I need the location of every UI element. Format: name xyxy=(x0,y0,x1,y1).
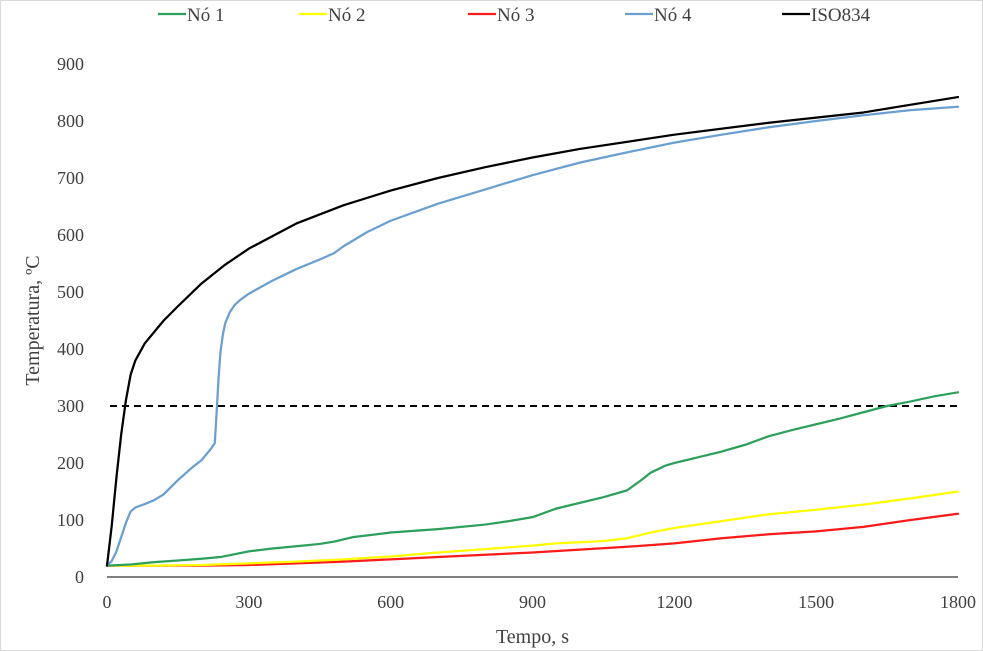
y-tick-label: 0 xyxy=(75,567,84,587)
y-tick-label: 500 xyxy=(57,282,84,302)
legend-label: Nó 4 xyxy=(654,5,692,26)
y-axis-ticks: 0 100 200 300 400 500 600 700 800 900 xyxy=(57,54,84,587)
series-line-n-1 xyxy=(105,391,960,567)
series-group xyxy=(105,95,960,567)
series-line-n-3 xyxy=(105,512,960,567)
legend-label: Nó 2 xyxy=(328,5,365,26)
axes: 0 300 600 900 1200 1500 1800 0 100 200 300 400 500 6… xyxy=(22,54,976,648)
x-tick-label: 300 xyxy=(235,592,262,612)
legend: Nó 1 Nó 2 Nó 3 Nó 4 ISO834 xyxy=(158,5,871,26)
y-tick-label: 300 xyxy=(57,396,84,416)
series-line-iso834 xyxy=(105,95,960,567)
legend-label: Nó 3 xyxy=(497,5,534,26)
x-axis-ticks: 0 300 600 900 1200 1500 1800 xyxy=(103,592,977,612)
legend-label: ISO834 xyxy=(811,5,871,26)
y-tick-label: 200 xyxy=(57,453,84,473)
y-tick-label: 700 xyxy=(57,168,84,188)
y-tick-label: 600 xyxy=(57,225,84,245)
x-tick-label: 900 xyxy=(519,592,546,612)
y-axis-title: Temperatura, ºC xyxy=(22,255,44,385)
x-tick-label: 1500 xyxy=(798,592,834,612)
y-tick-label: 400 xyxy=(57,339,84,359)
x-tick-label: 600 xyxy=(377,592,404,612)
x-tick-label: 0 xyxy=(103,592,112,612)
y-tick-label: 100 xyxy=(57,510,84,530)
series-line-n-2 xyxy=(105,490,960,567)
y-tick-label: 800 xyxy=(57,111,84,131)
series-line-n-4 xyxy=(105,105,960,567)
legend-label: Nó 1 xyxy=(187,5,224,26)
x-tick-label: 1200 xyxy=(656,592,692,612)
x-axis-title: Tempo, s xyxy=(496,626,569,648)
x-tick-label: 1800 xyxy=(940,592,976,612)
y-tick-label: 900 xyxy=(57,54,84,74)
plot-area xyxy=(105,95,960,567)
